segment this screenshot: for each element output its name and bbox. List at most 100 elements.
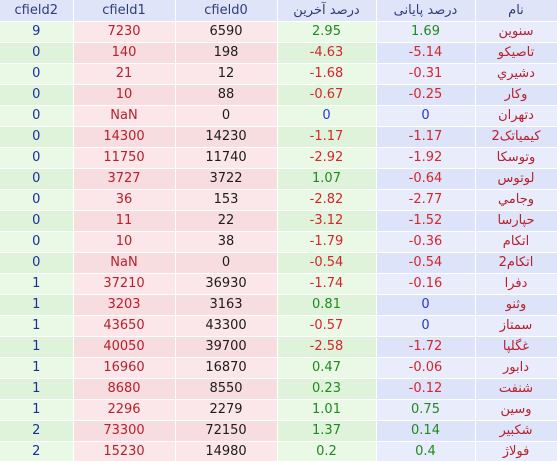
cell-cfield0[interactable]: 12 [175, 63, 278, 85]
cell-cfield1[interactable]: 3203 [73, 294, 176, 316]
cell-last-percent[interactable]: 1.01 [277, 399, 377, 421]
cell-cfield1[interactable]: 10 [73, 84, 176, 106]
table-row[interactable]: 2 73300 72150 1.37 0.14 شکبیر [0, 420, 557, 442]
cell-cfield2[interactable]: 0 [0, 168, 74, 190]
cell-cfield1[interactable]: 43650 [73, 315, 176, 337]
cell-name[interactable]: وکار [475, 84, 557, 106]
cell-name[interactable]: سمتاز [475, 315, 557, 337]
table-row[interactable]: 1 16960 16870 0.47 -0.06 دابور [0, 357, 557, 379]
cell-last-percent[interactable]: -2.82 [277, 189, 377, 211]
cell-final-percent[interactable]: -0.16 [376, 273, 476, 295]
cell-name[interactable]: حپارسا [475, 210, 557, 232]
cell-last-percent[interactable]: -3.12 [277, 210, 377, 232]
cell-cfield1[interactable]: 10 [73, 231, 176, 253]
cell-cfield0[interactable]: 22 [175, 210, 278, 232]
cell-cfield0[interactable]: 14980 [175, 441, 278, 461]
cell-name[interactable]: لوتوس [475, 168, 557, 190]
cell-cfield0[interactable]: 11740 [175, 147, 278, 169]
table-row[interactable]: 0 21 12 -1.68 -0.31 دشیري [0, 63, 557, 85]
cell-final-percent[interactable]: -5.14 [376, 42, 476, 64]
cell-cfield2[interactable]: 1 [0, 399, 74, 421]
cell-name[interactable]: وثنو [475, 294, 557, 316]
table-row[interactable]: 0 3727 3722 1.07 -0.64 لوتوس [0, 168, 557, 190]
cell-final-percent[interactable]: 0.14 [376, 420, 476, 442]
cell-last-percent[interactable]: -1.79 [277, 231, 377, 253]
cell-final-percent[interactable]: 0 [376, 315, 476, 337]
table-row[interactable]: 0 14300 14230 -1.17 -1.17 کیمیاتک2 [0, 126, 557, 148]
table-row[interactable]: 1 37210 36930 -1.74 -0.16 دفرا [0, 273, 557, 295]
cell-cfield2[interactable]: 9 [0, 21, 74, 43]
table-row[interactable]: 1 8680 8550 0.23 -0.12 شنفت [0, 378, 557, 400]
column-header-name[interactable]: نام [475, 0, 557, 22]
cell-name[interactable]: فولاژ [475, 441, 557, 461]
column-header-final-percent[interactable]: درصد پایانی [376, 0, 476, 22]
cell-name[interactable]: اتکام2 [475, 252, 557, 274]
cell-final-percent[interactable]: -0.36 [376, 231, 476, 253]
cell-final-percent[interactable]: -0.31 [376, 63, 476, 85]
column-header-cfield1[interactable]: cfield1 [73, 0, 176, 22]
cell-cfield0[interactable]: 0 [175, 105, 278, 127]
cell-final-percent[interactable]: 0 [376, 294, 476, 316]
cell-cfield2[interactable]: 1 [0, 357, 74, 379]
cell-cfield2[interactable]: 0 [0, 231, 74, 253]
cell-last-percent[interactable]: -1.68 [277, 63, 377, 85]
cell-cfield1[interactable]: 140 [73, 42, 176, 64]
cell-cfield1[interactable]: 11750 [73, 147, 176, 169]
cell-last-percent[interactable]: 0.47 [277, 357, 377, 379]
cell-cfield1[interactable]: 14300 [73, 126, 176, 148]
cell-final-percent[interactable]: -1.92 [376, 147, 476, 169]
cell-name[interactable]: دابور [475, 357, 557, 379]
cell-final-percent[interactable]: 1.69 [376, 21, 476, 43]
cell-name[interactable]: اتکام [475, 231, 557, 253]
cell-name[interactable]: وسین [475, 399, 557, 421]
cell-cfield0[interactable]: 0 [175, 252, 278, 274]
cell-cfield2[interactable]: 1 [0, 273, 74, 295]
cell-final-percent[interactable]: -1.52 [376, 210, 476, 232]
table-row[interactable]: 0 10 88 -0.67 -0.25 وکار [0, 84, 557, 106]
table-row[interactable]: 0 10 38 -1.79 -0.36 اتکام [0, 231, 557, 253]
cell-final-percent[interactable]: -2.77 [376, 189, 476, 211]
cell-cfield0[interactable]: 39700 [175, 336, 278, 358]
cell-cfield0[interactable]: 38 [175, 231, 278, 253]
cell-cfield2[interactable]: 0 [0, 126, 74, 148]
cell-last-percent[interactable]: 1.37 [277, 420, 377, 442]
cell-final-percent[interactable]: -0.54 [376, 252, 476, 274]
cell-last-percent[interactable]: -2.92 [277, 147, 377, 169]
cell-cfield1[interactable]: NaN [73, 252, 176, 274]
cell-last-percent[interactable]: -2.58 [277, 336, 377, 358]
table-row[interactable]: 0 36 153 -2.82 -2.77 وجامي [0, 189, 557, 211]
cell-cfield0[interactable]: 2279 [175, 399, 278, 421]
cell-cfield1[interactable]: 21 [73, 63, 176, 85]
cell-last-percent[interactable]: 0 [277, 105, 377, 127]
table-row[interactable]: 0 NaN 0 0 0 دتهران [0, 105, 557, 127]
cell-name[interactable]: دتهران [475, 105, 557, 127]
cell-cfield2[interactable]: 0 [0, 63, 74, 85]
cell-cfield1[interactable]: 8680 [73, 378, 176, 400]
cell-cfield1[interactable]: 16960 [73, 357, 176, 379]
cell-cfield0[interactable]: 16870 [175, 357, 278, 379]
cell-cfield1[interactable]: 3727 [73, 168, 176, 190]
cell-cfield2[interactable]: 1 [0, 294, 74, 316]
cell-final-percent[interactable]: -0.06 [376, 357, 476, 379]
cell-cfield1[interactable]: 2296 [73, 399, 176, 421]
cell-cfield1[interactable]: 15230 [73, 441, 176, 461]
cell-cfield0[interactable]: 43300 [175, 315, 278, 337]
cell-cfield2[interactable]: 1 [0, 378, 74, 400]
cell-last-percent[interactable]: -1.17 [277, 126, 377, 148]
cell-name[interactable]: شنفت [475, 378, 557, 400]
cell-final-percent[interactable]: -1.17 [376, 126, 476, 148]
cell-name[interactable]: سنوین [475, 21, 557, 43]
cell-last-percent[interactable]: 0.81 [277, 294, 377, 316]
table-row[interactable]: 0 140 198 -4.63 -5.14 تاصیکو [0, 42, 557, 64]
table-row[interactable]: 0 11 22 -3.12 -1.52 حپارسا [0, 210, 557, 232]
table-row[interactable]: 0 11750 11740 -2.92 -1.92 وتوسکا [0, 147, 557, 169]
cell-final-percent[interactable]: -0.64 [376, 168, 476, 190]
table-row[interactable]: 1 2296 2279 1.01 0.75 وسین [0, 399, 557, 421]
cell-cfield0[interactable]: 3722 [175, 168, 278, 190]
cell-last-percent[interactable]: 0.2 [277, 441, 377, 461]
cell-last-percent[interactable]: -0.57 [277, 315, 377, 337]
cell-cfield2[interactable]: 0 [0, 210, 74, 232]
table-row[interactable]: 2 15230 14980 0.2 0.4 فولاژ [0, 441, 557, 461]
cell-final-percent[interactable]: -0.12 [376, 378, 476, 400]
cell-cfield2[interactable]: 0 [0, 84, 74, 106]
